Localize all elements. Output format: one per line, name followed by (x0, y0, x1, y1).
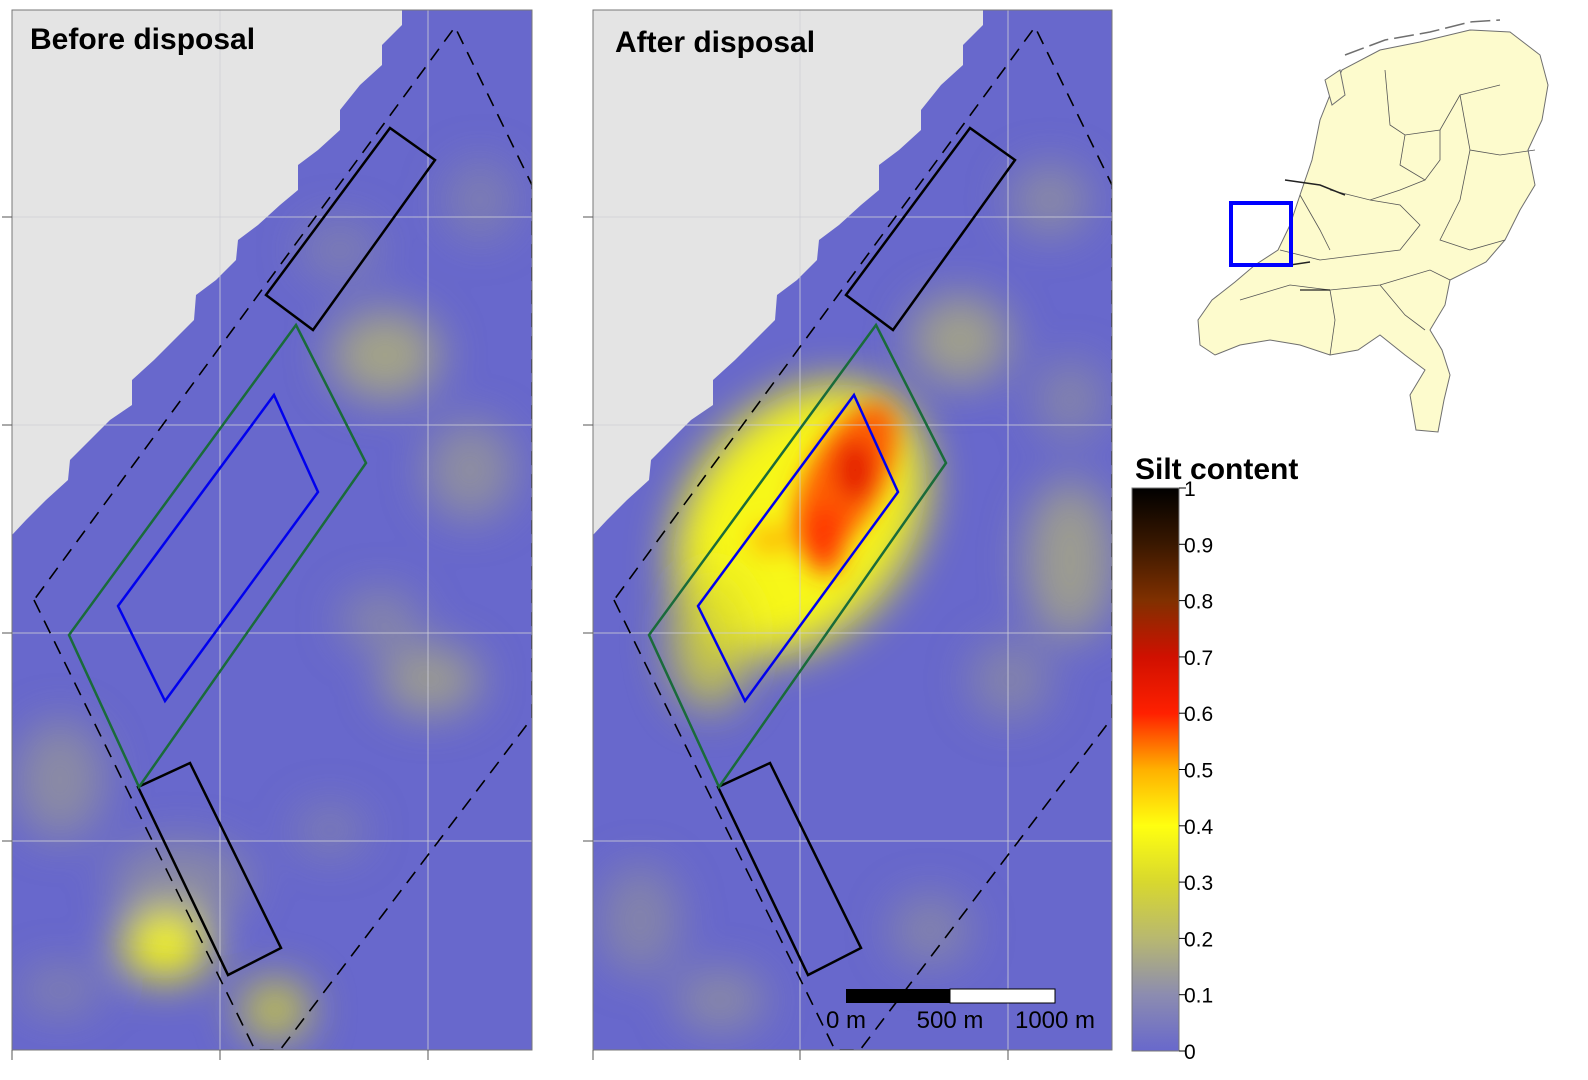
colorbar-ticks: 0 0.1 0.2 0.3 0.4 0.5 0.6 0.7 0.8 0.9 1 (1179, 478, 1214, 1064)
disposal-zone (67, 322, 368, 790)
land-coast (593, 10, 983, 535)
colorbar-tick-label: 0 (1184, 1041, 1196, 1064)
reference-zone-north (844, 126, 1017, 332)
target-zone (696, 392, 900, 704)
scale-label-0: 0 m (826, 1007, 866, 1034)
scale-bar-segment-empty (949, 988, 1056, 1004)
disposal-zone (647, 322, 948, 790)
study-location-marker (1229, 201, 1293, 267)
canal-line (1284, 179, 1346, 196)
colorbar-ramp (1131, 487, 1180, 1052)
reference-zone-south (716, 761, 863, 977)
colorbar-tick-label: 0.4 (1184, 816, 1214, 839)
panel-before: Before disposal (2, 9, 533, 1060)
panel-frame (592, 9, 1113, 1051)
colorbar-tick-label: 0.6 (1184, 703, 1213, 726)
panel-frame (11, 9, 533, 1051)
colorbar-tick-label: 0.7 (1184, 647, 1213, 670)
panel-after: After disposal 0 m 500 m 1000 m (583, 9, 1113, 1060)
inset-map-netherlands (1197, 19, 1549, 433)
colorbar-tick-label: 0.8 (1184, 591, 1213, 614)
axis-ticks (2, 216, 429, 1060)
colorbar: Silt content 0 0.1 0.2 0.3 0.4 0.5 0.6 0.7 0.8 0.… (1131, 453, 1298, 1064)
panel-title-before: Before disposal (30, 23, 255, 56)
province-borders (1239, 69, 1536, 356)
panel-title-after: After disposal (615, 26, 815, 59)
colorbar-tick-label: 0.1 (1184, 985, 1213, 1008)
texel-island (1324, 69, 1346, 106)
silt-plume-core (750, 402, 898, 575)
colorbar-tick-label: 1 (1184, 478, 1196, 501)
colorbar-tick-label: 0.5 (1184, 760, 1213, 783)
axis-ticks (583, 216, 1009, 1060)
colorbar-tick-label: 0.2 (1184, 928, 1213, 951)
colorbar-tick-label: 0.3 (1184, 872, 1213, 895)
reference-zone-north (264, 126, 437, 332)
scale-bar: 0 m 500 m 1000 m (826, 988, 1095, 1034)
scale-label-1000: 1000 m (1015, 1007, 1095, 1034)
colorbar-title: Silt content (1135, 453, 1298, 486)
land-coast (12, 10, 402, 535)
target-zone (116, 392, 320, 704)
wadden-islands (1344, 19, 1501, 56)
reference-zone-south (136, 761, 283, 977)
colorbar-tick-label: 0.9 (1184, 534, 1213, 557)
scale-label-500: 500 m (917, 1007, 984, 1034)
scale-bar-segment-filled (846, 989, 950, 1003)
country-outline (1197, 29, 1549, 433)
